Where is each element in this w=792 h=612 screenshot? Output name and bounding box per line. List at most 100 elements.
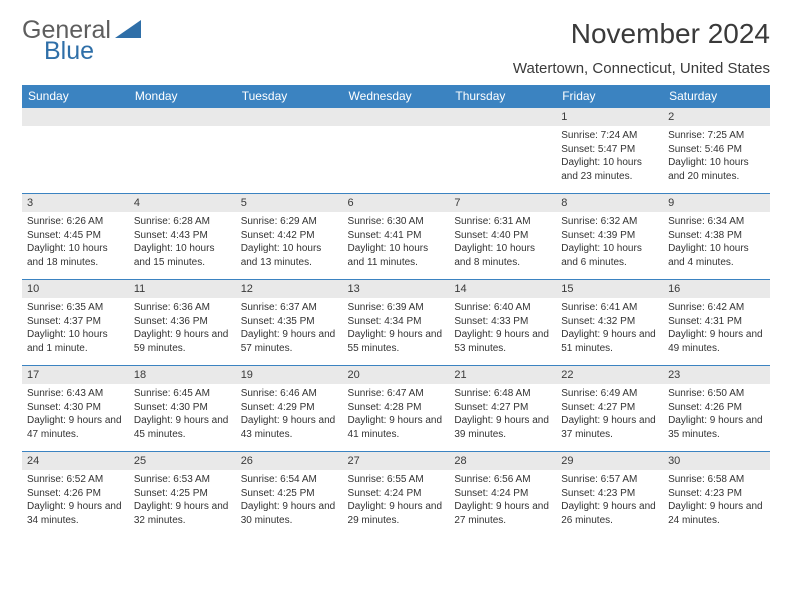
sunset-text: Sunset: 4:24 PM xyxy=(454,487,551,501)
col-header-wednesday: Wednesday xyxy=(343,85,450,108)
day-cell: 22Sunrise: 6:49 AMSunset: 4:27 PMDayligh… xyxy=(556,366,663,452)
day-number: 18 xyxy=(129,366,236,384)
day-cell: 24Sunrise: 6:52 AMSunset: 4:26 PMDayligh… xyxy=(22,452,129,538)
sunset-text: Sunset: 4:29 PM xyxy=(241,401,338,415)
day-cell: 5Sunrise: 6:29 AMSunset: 4:42 PMDaylight… xyxy=(236,194,343,280)
sunrise-text: Sunrise: 6:41 AM xyxy=(561,301,658,315)
day-cell: 3Sunrise: 6:26 AMSunset: 4:45 PMDaylight… xyxy=(22,194,129,280)
day-body: Sunrise: 6:28 AMSunset: 4:43 PMDaylight:… xyxy=(129,212,236,269)
day-cell: 14Sunrise: 6:40 AMSunset: 4:33 PMDayligh… xyxy=(449,280,556,366)
day-number: 2 xyxy=(663,108,770,126)
day-body: Sunrise: 6:41 AMSunset: 4:32 PMDaylight:… xyxy=(556,298,663,355)
daylight-text: Daylight: 9 hours and 47 minutes. xyxy=(27,414,124,441)
day-number: 6 xyxy=(343,194,450,212)
logo: General Blue xyxy=(22,18,141,66)
sunset-text: Sunset: 5:46 PM xyxy=(668,143,765,157)
day-cell: 18Sunrise: 6:45 AMSunset: 4:30 PMDayligh… xyxy=(129,366,236,452)
day-body: Sunrise: 6:39 AMSunset: 4:34 PMDaylight:… xyxy=(343,298,450,355)
day-body: Sunrise: 6:40 AMSunset: 4:33 PMDaylight:… xyxy=(449,298,556,355)
day-cell: 28Sunrise: 6:56 AMSunset: 4:24 PMDayligh… xyxy=(449,452,556,538)
week-row: 3Sunrise: 6:26 AMSunset: 4:45 PMDaylight… xyxy=(22,194,770,280)
daylight-text: Daylight: 9 hours and 26 minutes. xyxy=(561,500,658,527)
sunrise-text: Sunrise: 6:30 AM xyxy=(348,215,445,229)
day-cell: 2Sunrise: 7:25 AMSunset: 5:46 PMDaylight… xyxy=(663,108,770,194)
day-cell: 8Sunrise: 6:32 AMSunset: 4:39 PMDaylight… xyxy=(556,194,663,280)
sunrise-text: Sunrise: 7:24 AM xyxy=(561,129,658,143)
sunrise-text: Sunrise: 6:55 AM xyxy=(348,473,445,487)
day-body: Sunrise: 6:58 AMSunset: 4:23 PMDaylight:… xyxy=(663,470,770,527)
sunrise-text: Sunrise: 6:26 AM xyxy=(27,215,124,229)
day-cell xyxy=(449,108,556,194)
calendar-body: 1Sunrise: 7:24 AMSunset: 5:47 PMDaylight… xyxy=(22,108,770,538)
day-cell: 9Sunrise: 6:34 AMSunset: 4:38 PMDaylight… xyxy=(663,194,770,280)
col-header-sunday: Sunday xyxy=(22,85,129,108)
day-cell xyxy=(129,108,236,194)
day-cell: 21Sunrise: 6:48 AMSunset: 4:27 PMDayligh… xyxy=(449,366,556,452)
day-body: Sunrise: 6:43 AMSunset: 4:30 PMDaylight:… xyxy=(22,384,129,441)
day-body: Sunrise: 6:49 AMSunset: 4:27 PMDaylight:… xyxy=(556,384,663,441)
day-cell: 12Sunrise: 6:37 AMSunset: 4:35 PMDayligh… xyxy=(236,280,343,366)
sunset-text: Sunset: 4:34 PM xyxy=(348,315,445,329)
day-number: 20 xyxy=(343,366,450,384)
col-header-saturday: Saturday xyxy=(663,85,770,108)
daylight-text: Daylight: 10 hours and 13 minutes. xyxy=(241,242,338,269)
sunset-text: Sunset: 4:28 PM xyxy=(348,401,445,415)
sunset-text: Sunset: 4:31 PM xyxy=(668,315,765,329)
day-body: Sunrise: 6:34 AMSunset: 4:38 PMDaylight:… xyxy=(663,212,770,269)
col-header-thursday: Thursday xyxy=(449,85,556,108)
day-body: Sunrise: 6:55 AMSunset: 4:24 PMDaylight:… xyxy=(343,470,450,527)
week-row: 17Sunrise: 6:43 AMSunset: 4:30 PMDayligh… xyxy=(22,366,770,452)
col-header-monday: Monday xyxy=(129,85,236,108)
col-header-tuesday: Tuesday xyxy=(236,85,343,108)
day-body: Sunrise: 6:57 AMSunset: 4:23 PMDaylight:… xyxy=(556,470,663,527)
header: General Blue November 2024 Watertown, Co… xyxy=(22,18,770,77)
day-body: Sunrise: 6:54 AMSunset: 4:25 PMDaylight:… xyxy=(236,470,343,527)
col-header-friday: Friday xyxy=(556,85,663,108)
day-number: 30 xyxy=(663,452,770,470)
daylight-text: Daylight: 10 hours and 4 minutes. xyxy=(668,242,765,269)
daylight-text: Daylight: 9 hours and 53 minutes. xyxy=(454,328,551,355)
day-cell: 20Sunrise: 6:47 AMSunset: 4:28 PMDayligh… xyxy=(343,366,450,452)
daylight-text: Daylight: 9 hours and 37 minutes. xyxy=(561,414,658,441)
day-cell xyxy=(343,108,450,194)
day-body: Sunrise: 6:35 AMSunset: 4:37 PMDaylight:… xyxy=(22,298,129,355)
sunset-text: Sunset: 4:30 PM xyxy=(27,401,124,415)
week-row: 10Sunrise: 6:35 AMSunset: 4:37 PMDayligh… xyxy=(22,280,770,366)
day-number: 19 xyxy=(236,366,343,384)
day-body: Sunrise: 6:46 AMSunset: 4:29 PMDaylight:… xyxy=(236,384,343,441)
day-body: Sunrise: 6:42 AMSunset: 4:31 PMDaylight:… xyxy=(663,298,770,355)
sunrise-text: Sunrise: 6:32 AM xyxy=(561,215,658,229)
month-title: November 2024 xyxy=(513,18,770,50)
day-number: 29 xyxy=(556,452,663,470)
day-body: Sunrise: 6:37 AMSunset: 4:35 PMDaylight:… xyxy=(236,298,343,355)
day-number xyxy=(449,108,556,126)
day-cell: 10Sunrise: 6:35 AMSunset: 4:37 PMDayligh… xyxy=(22,280,129,366)
daylight-text: Daylight: 9 hours and 43 minutes. xyxy=(241,414,338,441)
sunset-text: Sunset: 4:36 PM xyxy=(134,315,231,329)
day-number: 25 xyxy=(129,452,236,470)
daylight-text: Daylight: 9 hours and 29 minutes. xyxy=(348,500,445,527)
sunrise-text: Sunrise: 6:54 AM xyxy=(241,473,338,487)
sunrise-text: Sunrise: 6:46 AM xyxy=(241,387,338,401)
sunrise-text: Sunrise: 6:52 AM xyxy=(27,473,124,487)
day-number: 10 xyxy=(22,280,129,298)
day-body: Sunrise: 7:25 AMSunset: 5:46 PMDaylight:… xyxy=(663,126,770,183)
sunrise-text: Sunrise: 6:34 AM xyxy=(668,215,765,229)
daylight-text: Daylight: 10 hours and 18 minutes. xyxy=(27,242,124,269)
week-row: 24Sunrise: 6:52 AMSunset: 4:26 PMDayligh… xyxy=(22,452,770,538)
week-row: 1Sunrise: 7:24 AMSunset: 5:47 PMDaylight… xyxy=(22,108,770,194)
day-number xyxy=(22,108,129,126)
sunrise-text: Sunrise: 6:47 AM xyxy=(348,387,445,401)
daylight-text: Daylight: 9 hours and 30 minutes. xyxy=(241,500,338,527)
day-body: Sunrise: 6:56 AMSunset: 4:24 PMDaylight:… xyxy=(449,470,556,527)
day-body: Sunrise: 7:24 AMSunset: 5:47 PMDaylight:… xyxy=(556,126,663,183)
day-number: 17 xyxy=(22,366,129,384)
day-number: 27 xyxy=(343,452,450,470)
calendar-table: SundayMondayTuesdayWednesdayThursdayFrid… xyxy=(22,85,770,538)
daylight-text: Daylight: 9 hours and 55 minutes. xyxy=(348,328,445,355)
daylight-text: Daylight: 9 hours and 39 minutes. xyxy=(454,414,551,441)
day-number: 24 xyxy=(22,452,129,470)
day-number: 3 xyxy=(22,194,129,212)
sunrise-text: Sunrise: 6:29 AM xyxy=(241,215,338,229)
day-body: Sunrise: 6:47 AMSunset: 4:28 PMDaylight:… xyxy=(343,384,450,441)
